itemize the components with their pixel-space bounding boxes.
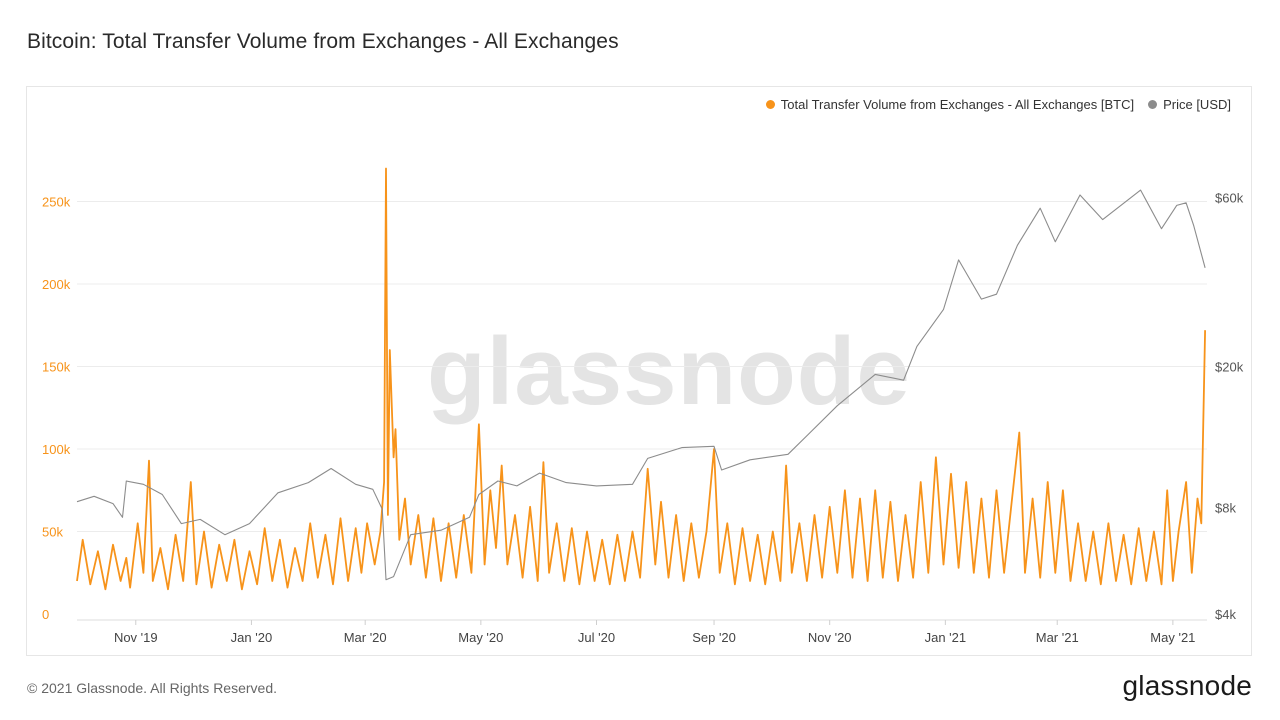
x-tick-label: Mar '21 bbox=[1036, 630, 1079, 645]
footer-logo[interactable]: glassnode bbox=[1122, 670, 1252, 701]
chart-plot: 0 50k 100k 150k 200k 250k $4k $8k $20k $60k Nov '1… bbox=[42, 167, 1244, 645]
page-title: Bitcoin: Total Transfer Volume from Exch… bbox=[27, 30, 619, 53]
legend-item-price[interactable]: Price [USD] bbox=[1148, 97, 1231, 112]
y-left-tick-label: 200k bbox=[42, 277, 71, 292]
legend-label-price: Price [USD] bbox=[1163, 97, 1231, 112]
watermark: glassnode bbox=[427, 318, 911, 425]
x-tick-label: Sep '20 bbox=[692, 630, 736, 645]
y-left-tick-label: 50k bbox=[42, 525, 63, 540]
x-tick-label: May '20 bbox=[458, 630, 503, 645]
y-right-tick-label: $60k bbox=[1215, 191, 1244, 206]
y-left-tick-label: 100k bbox=[42, 442, 71, 457]
x-tick-label: Nov '20 bbox=[808, 630, 852, 645]
legend-dot-volume bbox=[765, 100, 775, 109]
y-left-tick-label: 250k bbox=[42, 195, 71, 210]
x-tick-label: Jul '20 bbox=[578, 630, 615, 645]
legend-dot-price bbox=[1148, 100, 1158, 109]
legend-item-volume[interactable]: Total Transfer Volume from Exchanges - A… bbox=[765, 97, 1135, 112]
x-tick-label: Mar '20 bbox=[344, 630, 387, 645]
x-tick-label: May '21 bbox=[1150, 630, 1195, 645]
footer-copyright: © 2021 Glassnode. All Rights Reserved. bbox=[27, 680, 278, 696]
y-right-tick-label: $8k bbox=[1215, 500, 1236, 515]
x-tick-label: Jan '20 bbox=[231, 630, 273, 645]
y-left-tick-label: 150k bbox=[42, 360, 71, 375]
series-line-volume bbox=[76, 167, 1206, 591]
legend: Total Transfer Volume from Exchanges - A… bbox=[765, 97, 1231, 112]
y-left-tick-label: 0 bbox=[42, 607, 49, 622]
x-tick-label: Nov '19 bbox=[114, 630, 158, 645]
series-line-price bbox=[76, 189, 1206, 581]
legend-label-volume: Total Transfer Volume from Exchanges - A… bbox=[780, 97, 1135, 112]
chart-frame: Total Transfer Volume from Exchanges - A… bbox=[26, 86, 1252, 656]
x-tick-label: Jan '21 bbox=[925, 630, 967, 645]
y-right-tick-label: $20k bbox=[1215, 360, 1244, 375]
y-right-tick-label: $4k bbox=[1215, 607, 1236, 622]
